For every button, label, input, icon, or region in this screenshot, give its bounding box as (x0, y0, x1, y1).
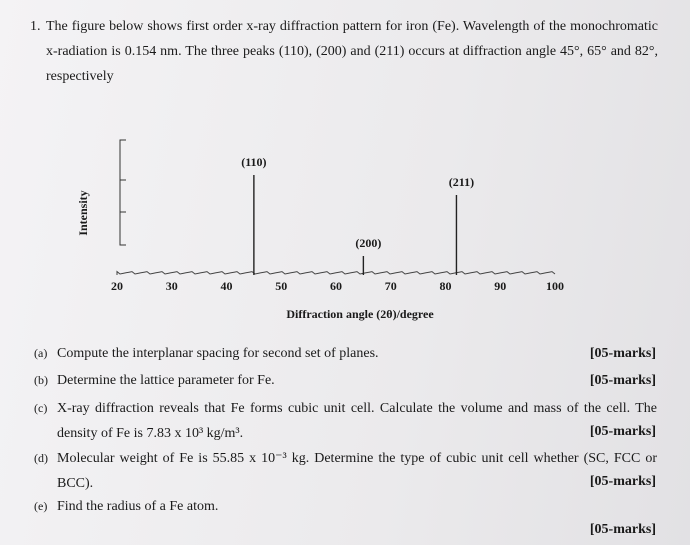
y-axis (119, 139, 126, 246)
x-tick-label: 70 (385, 279, 397, 293)
x-tick-label: 20 (111, 279, 123, 293)
x-tick-label: 100 (546, 279, 564, 293)
part-marks: [05-marks] (589, 424, 656, 439)
part-label: (e) (34, 499, 48, 513)
x-tick-label: 40 (221, 279, 233, 293)
peak-label: (200) (355, 236, 381, 250)
question-text: The figure below shows first order x-ray… (46, 19, 658, 84)
x-tick-label: 60 (330, 279, 342, 293)
x-tick-label: 50 (275, 279, 287, 293)
part-marks: [05-marks] (589, 474, 656, 489)
part-text: Find the radius of a Fe atom. (57, 499, 219, 514)
part-label: (a) (34, 346, 48, 360)
part-text: X-ray diffraction reveals that Fe forms … (57, 401, 657, 441)
part-label: (c) (34, 401, 48, 415)
y-axis-label: Intensity (76, 190, 90, 235)
peak-label: (110) (241, 155, 266, 169)
part-label: (b) (34, 373, 48, 387)
part-marks: [05-marks] (589, 346, 656, 361)
part-marks: [05-marks] (589, 373, 656, 388)
part-text: Molecular weight of Fe is 55.85 x 10⁻³ k… (57, 451, 657, 491)
peak-label: (211) (449, 175, 474, 189)
x-axis-label: Diffraction angle (2θ)/degree (286, 307, 434, 321)
part-text: Compute the interplanar spacing for seco… (57, 346, 379, 361)
part-text: Determine the lattice parameter for Fe. (57, 373, 275, 388)
question-number: 1. (30, 19, 41, 34)
x-tick-label: 90 (494, 279, 506, 293)
x-tick-label: 30 (166, 279, 178, 293)
baseline (116, 270, 556, 275)
part-marks: [05-marks] (589, 522, 656, 537)
x-tick-label: 80 (440, 279, 452, 293)
part-label: (d) (34, 451, 48, 465)
